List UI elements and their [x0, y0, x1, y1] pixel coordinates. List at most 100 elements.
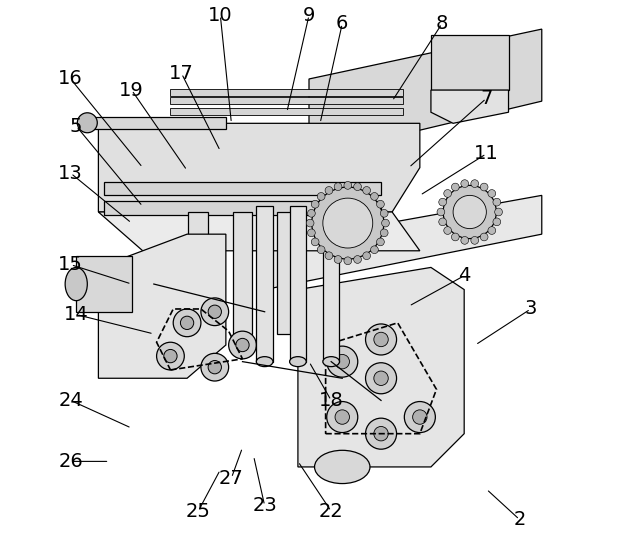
Circle shape — [344, 257, 352, 265]
Text: 19: 19 — [119, 81, 144, 100]
Circle shape — [444, 189, 452, 197]
Circle shape — [208, 360, 221, 374]
Circle shape — [471, 237, 478, 245]
Circle shape — [363, 252, 371, 260]
Circle shape — [365, 324, 397, 355]
Bar — [232, 212, 253, 334]
Bar — [87, 116, 226, 129]
Bar — [171, 89, 403, 96]
Circle shape — [311, 201, 319, 208]
Circle shape — [307, 219, 314, 227]
Circle shape — [311, 187, 384, 259]
Circle shape — [374, 333, 388, 346]
Circle shape — [374, 371, 388, 385]
Ellipse shape — [315, 450, 370, 483]
Circle shape — [494, 208, 502, 216]
Text: 3: 3 — [525, 300, 537, 319]
Circle shape — [353, 183, 362, 190]
Text: 26: 26 — [58, 452, 83, 471]
Circle shape — [325, 187, 333, 194]
Bar — [188, 212, 208, 334]
Text: 23: 23 — [252, 496, 277, 515]
Circle shape — [335, 410, 349, 424]
Circle shape — [443, 185, 496, 238]
Circle shape — [453, 196, 486, 228]
Circle shape — [374, 427, 388, 441]
Text: 22: 22 — [319, 502, 344, 521]
Bar — [431, 35, 509, 90]
Bar — [171, 97, 403, 104]
Circle shape — [327, 346, 358, 377]
Circle shape — [381, 219, 389, 227]
Circle shape — [335, 354, 349, 369]
Circle shape — [334, 183, 342, 190]
Text: 18: 18 — [319, 391, 344, 410]
Circle shape — [323, 198, 373, 248]
Circle shape — [363, 187, 371, 194]
Ellipse shape — [323, 356, 339, 367]
Circle shape — [236, 338, 249, 351]
Circle shape — [365, 363, 397, 394]
Text: 6: 6 — [336, 14, 349, 33]
Text: 24: 24 — [58, 391, 83, 410]
Circle shape — [461, 237, 468, 245]
Text: 10: 10 — [208, 6, 232, 25]
Text: 4: 4 — [458, 266, 470, 285]
Text: 13: 13 — [58, 164, 83, 183]
Circle shape — [471, 180, 478, 188]
Circle shape — [229, 331, 256, 359]
Text: 17: 17 — [169, 64, 194, 83]
Bar — [104, 201, 381, 215]
Circle shape — [493, 218, 501, 226]
Circle shape — [325, 252, 333, 260]
Circle shape — [461, 180, 468, 188]
Circle shape — [488, 227, 496, 234]
Circle shape — [208, 305, 221, 319]
Text: 25: 25 — [186, 502, 211, 521]
Circle shape — [376, 238, 384, 246]
Polygon shape — [265, 196, 542, 290]
Ellipse shape — [290, 356, 307, 367]
Circle shape — [156, 342, 184, 370]
Circle shape — [180, 316, 193, 330]
Polygon shape — [298, 267, 464, 467]
Circle shape — [439, 218, 447, 226]
Polygon shape — [98, 234, 226, 378]
Polygon shape — [76, 256, 132, 312]
Circle shape — [480, 183, 488, 191]
Circle shape — [308, 209, 315, 217]
Circle shape — [344, 182, 352, 189]
Bar — [323, 207, 339, 361]
Text: 9: 9 — [303, 6, 315, 25]
Ellipse shape — [256, 356, 273, 367]
Circle shape — [437, 208, 445, 216]
Text: 11: 11 — [474, 144, 499, 163]
Circle shape — [308, 229, 315, 237]
Polygon shape — [98, 212, 420, 251]
Circle shape — [451, 183, 459, 191]
Bar — [256, 207, 273, 361]
Polygon shape — [98, 123, 420, 212]
Circle shape — [451, 233, 459, 241]
Bar — [104, 182, 381, 196]
Bar — [290, 207, 307, 361]
Circle shape — [439, 198, 447, 206]
Circle shape — [317, 193, 325, 201]
Circle shape — [334, 256, 342, 263]
Circle shape — [164, 349, 177, 363]
Bar — [277, 212, 297, 334]
Text: 5: 5 — [70, 116, 82, 135]
Circle shape — [327, 402, 358, 433]
Circle shape — [488, 189, 496, 197]
Circle shape — [380, 229, 388, 237]
Text: 8: 8 — [436, 14, 448, 33]
Circle shape — [201, 298, 229, 326]
Circle shape — [493, 198, 501, 206]
Circle shape — [371, 246, 378, 253]
Text: 2: 2 — [514, 510, 526, 529]
Circle shape — [365, 418, 397, 449]
Circle shape — [404, 402, 435, 433]
Text: 7: 7 — [480, 89, 493, 108]
Circle shape — [380, 209, 388, 217]
Text: 14: 14 — [64, 305, 88, 324]
